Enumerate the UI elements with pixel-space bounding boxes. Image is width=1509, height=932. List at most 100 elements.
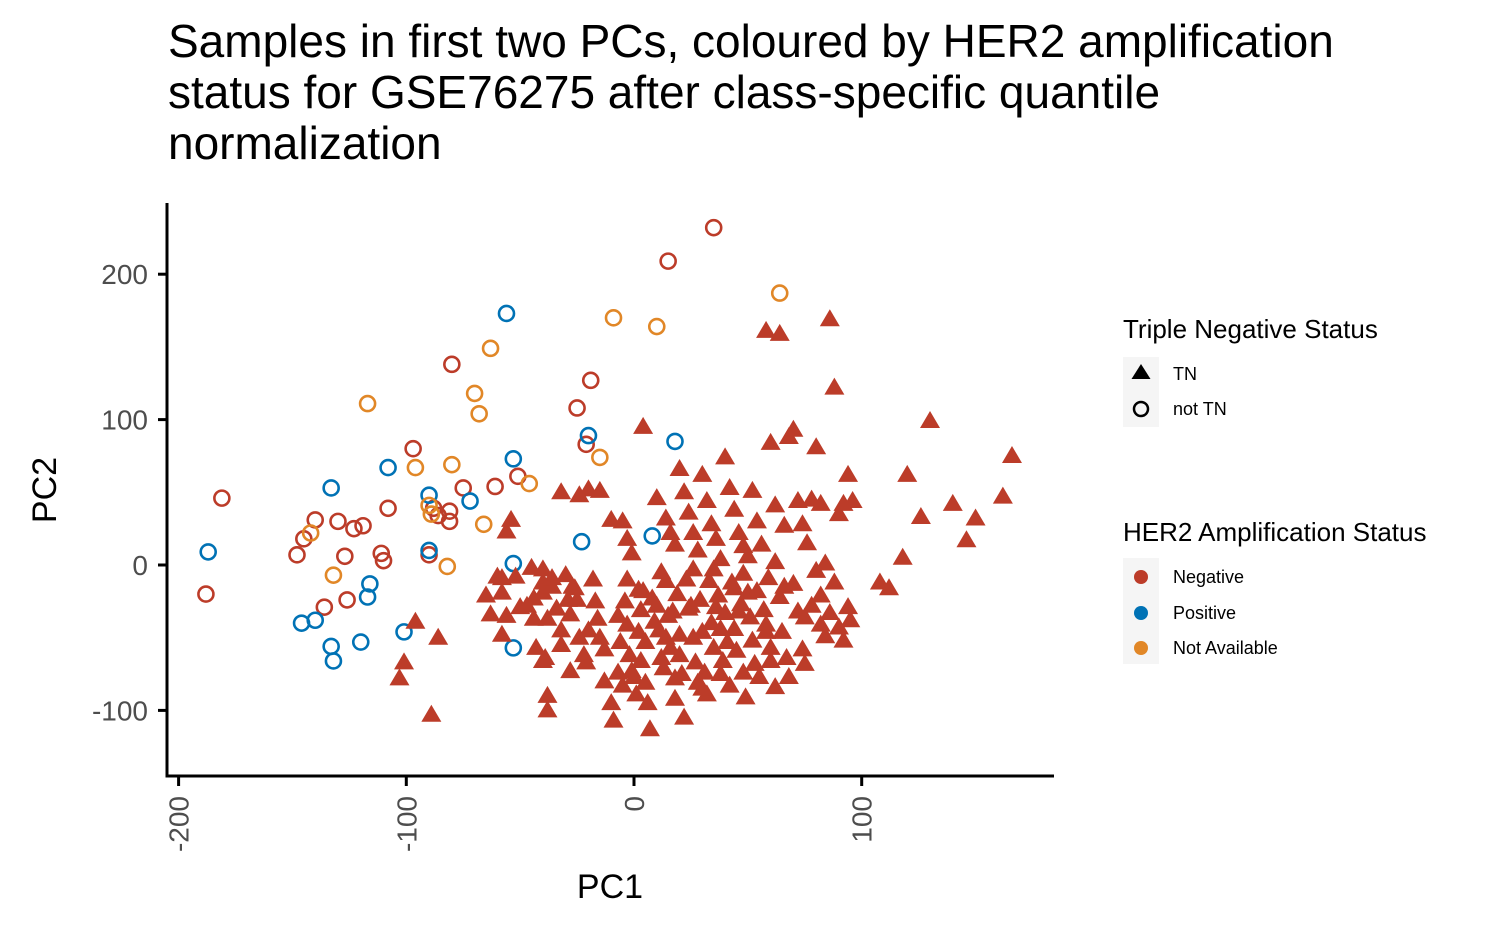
data-point [719, 675, 740, 693]
data-point [532, 559, 553, 577]
y-tick-label: 200 [101, 259, 148, 290]
data-point [338, 591, 356, 609]
data-point [879, 578, 900, 596]
data-point [787, 491, 808, 509]
data-point [532, 650, 553, 668]
data-point [491, 582, 512, 600]
data-point [603, 710, 624, 728]
data-point [712, 650, 733, 668]
data-point [717, 632, 738, 650]
data-point [794, 607, 815, 625]
data-point [358, 588, 377, 606]
ticks-layer: -100 0 100 200 -200 -100 0 100 [92, 259, 878, 852]
data-point [624, 666, 644, 684]
y-tick-label: 100 [101, 405, 148, 436]
data-point [778, 666, 799, 684]
data-point [496, 605, 517, 623]
data-point [710, 618, 731, 636]
data-point [197, 585, 215, 603]
data-point [569, 485, 590, 503]
data-point [372, 544, 391, 563]
data-point [594, 639, 615, 657]
data-point [542, 576, 563, 594]
data-point [740, 607, 761, 625]
data-point [604, 309, 623, 327]
data-point [742, 480, 763, 498]
data-point [685, 652, 706, 670]
data-point [735, 687, 756, 705]
data-point [576, 652, 597, 670]
data-point [610, 632, 631, 650]
data-point [617, 614, 638, 632]
data-point [461, 492, 479, 510]
data-point [420, 496, 438, 515]
data-point [842, 491, 863, 509]
data-point [660, 637, 681, 655]
data-point [942, 493, 963, 511]
data-point [617, 528, 638, 546]
data-point [710, 664, 731, 682]
data-point [422, 505, 441, 523]
data-point [637, 693, 658, 711]
data-point [680, 595, 701, 613]
data-point [703, 559, 724, 577]
data-point [701, 514, 722, 532]
data-point [659, 252, 677, 270]
data-point [526, 637, 547, 655]
data-point [643, 527, 662, 545]
data-point [667, 584, 688, 602]
chart-title-line-2: status for GSE76275 after class-specific… [168, 66, 1161, 118]
data-point [532, 582, 553, 600]
data-point [591, 448, 609, 467]
data-point [612, 511, 633, 529]
data-point [614, 591, 635, 609]
legend-tn-triangle-icon [1131, 364, 1151, 379]
legend-shape: Triple Negative Status TN not TN [1123, 314, 1378, 427]
data-point [664, 668, 685, 686]
data-point [601, 693, 622, 711]
data-point [737, 546, 758, 564]
data-point [542, 568, 563, 586]
points-layer [197, 218, 1022, 737]
data-point [869, 572, 890, 590]
data-point [760, 432, 781, 450]
data-point [505, 566, 526, 584]
data-point [520, 474, 539, 493]
data-point [769, 323, 790, 341]
data-point [379, 499, 397, 518]
data-point [465, 384, 484, 403]
data-point [669, 459, 690, 477]
data-point [694, 662, 715, 680]
data-point [760, 637, 781, 655]
data-point [551, 620, 572, 638]
data-point [742, 630, 763, 648]
data-point [579, 426, 598, 445]
data-point [635, 672, 656, 690]
data-point [504, 450, 523, 468]
data-point [701, 613, 722, 631]
data-point [824, 572, 845, 590]
data-point [501, 509, 522, 527]
y-tick-label: -100 [92, 695, 148, 726]
data-point [389, 668, 410, 686]
data-point [703, 637, 724, 655]
data-point [653, 658, 674, 676]
data-point [454, 479, 473, 497]
data-point [639, 719, 660, 737]
data-point [567, 589, 588, 607]
data-point [626, 684, 647, 702]
x-axis-title: PC1 [577, 868, 643, 906]
data-point [491, 624, 512, 642]
x-tick-label: 0 [619, 796, 650, 812]
data-point [351, 633, 370, 651]
data-point [828, 617, 849, 635]
legend-color-title: HER2 Amplification Status [1123, 517, 1426, 547]
data-point [776, 648, 797, 666]
data-point [336, 547, 354, 566]
data-point [587, 608, 608, 626]
data-point [669, 645, 690, 663]
data-point [354, 516, 372, 535]
data-point [724, 618, 745, 636]
data-point [560, 604, 581, 622]
data-point [815, 626, 836, 644]
